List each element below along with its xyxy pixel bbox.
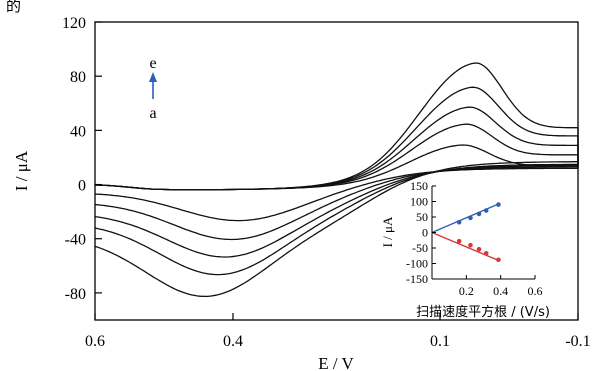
inset-y-tick-label: 150: [410, 179, 428, 193]
annotation-label-a: a: [149, 105, 156, 122]
inset-point-1-1: [468, 243, 473, 248]
scan-direction-annotation: e a: [149, 55, 157, 122]
inset-point-1-3: [484, 251, 489, 256]
main-x-tick-label: 0.4: [223, 333, 243, 350]
inset-background: [432, 186, 535, 279]
inset-y-axis-label: I / μA: [380, 216, 395, 247]
inset-point-1-2: [477, 247, 482, 252]
inset-x-tick-label: 0.6: [528, 284, 543, 298]
inset-x-tick-label: 0.2: [459, 284, 474, 298]
main-x-tick-label: 0.1: [430, 333, 450, 350]
main-y-axis-label: I / μA: [12, 150, 31, 191]
inset-y-tick-label: -100: [406, 257, 428, 271]
main-y-tick-label: 80: [70, 69, 86, 86]
inset-point-0-4: [496, 202, 501, 207]
main-x-axis-label: E / V: [318, 354, 354, 371]
inset-x-axis-label: 扫描速度平方根 / (V/s): [416, 304, 550, 320]
inset-y-tick-label: -50: [412, 241, 428, 255]
main-y-tick-label: 40: [70, 123, 86, 140]
inset-point-0-0: [457, 220, 462, 225]
main-y-tick-label: -40: [65, 232, 86, 249]
scan-rate-arrow-icon: [149, 72, 157, 99]
main-y-tick-label: -80: [65, 286, 86, 303]
main-x-tick-label: -0.1: [565, 333, 590, 350]
main-y-tick-label: 0: [78, 178, 86, 195]
inset-y-tick-label: 100: [410, 195, 428, 209]
inset-point-1-0: [457, 239, 462, 244]
inset-x-tick-label: 0.4: [493, 284, 508, 298]
inset-point-0-3: [484, 208, 489, 213]
main-y-tick-label: 120: [62, 15, 86, 32]
main-y-ticks: 120 80 40 0 -40 -80: [62, 15, 102, 303]
inset-point-1-4: [496, 257, 501, 262]
inset-point-0-1: [468, 216, 473, 221]
inset-point-0-2: [477, 212, 482, 217]
inset-y-tick-label: 0: [422, 226, 428, 240]
inset-y-tick-label: -150: [406, 272, 428, 286]
main-x-tick-label: 0.6: [85, 333, 105, 350]
header-fragment: 的: [6, 0, 21, 15]
annotation-label-e: e: [149, 55, 156, 72]
inset-y-tick-label: 50: [416, 210, 428, 224]
